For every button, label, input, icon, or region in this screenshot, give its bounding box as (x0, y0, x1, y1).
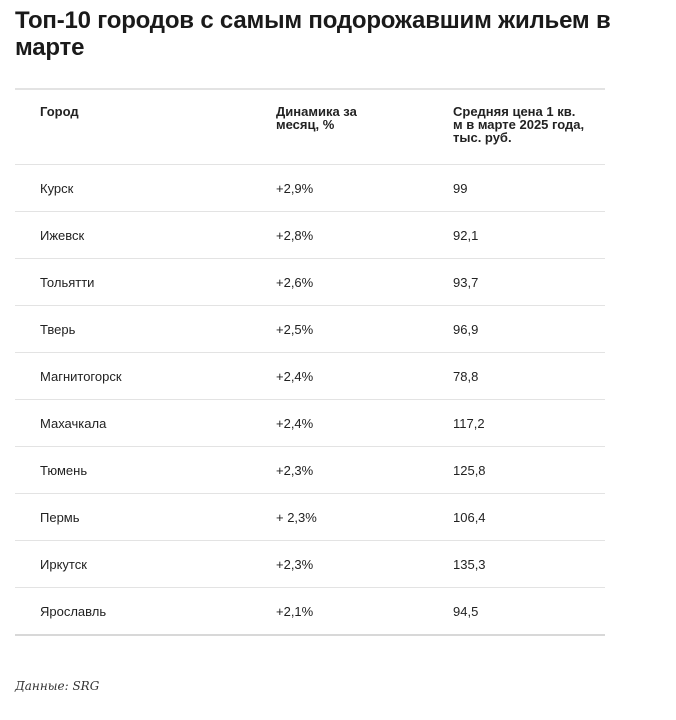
cell-city: Курск (40, 181, 74, 196)
table-row: Ижевск +2,8% 92,1 (15, 212, 605, 259)
table-row: Тверь +2,5% 96,9 (15, 306, 605, 353)
cell-city: Иркутск (40, 557, 87, 572)
data-table: Город Динамика за месяц, % Средняя цена … (15, 88, 605, 636)
cell-change: +2,4% (276, 416, 314, 431)
table-row: Пермь + 2,3% 106,4 (15, 494, 605, 541)
table-row: Магнитогорск +2,4% 78,8 (15, 353, 605, 400)
cell-price: 93,7 (453, 275, 479, 290)
cell-change: + 2,3% (276, 510, 317, 525)
cell-change: +2,4% (276, 369, 314, 384)
cell-change: +2,8% (276, 228, 314, 243)
cell-city: Тверь (40, 322, 76, 337)
table-row: Иркутск +2,3% 135,3 (15, 541, 605, 588)
cell-price: 92,1 (453, 228, 479, 243)
cell-city: Тюмень (40, 463, 88, 478)
source-note: Данные: SRG (15, 679, 100, 693)
cell-price: 135,3 (453, 557, 486, 572)
table-header-row: Город Динамика за месяц, % Средняя цена … (15, 90, 605, 165)
cell-city: Пермь (40, 510, 80, 525)
cell-price: 96,9 (453, 322, 479, 337)
cell-city: Магнитогорск (40, 369, 122, 384)
cell-change: +2,1% (276, 604, 314, 619)
cell-city: Махачкала (40, 416, 107, 431)
cell-price: 106,4 (453, 510, 486, 525)
cell-city: Ярославль (40, 604, 107, 619)
header-price: Средняя цена 1 кв. м в марте 2025 года, … (453, 104, 585, 145)
cell-city: Тольятти (40, 275, 95, 290)
header-change: Динамика за месяц, % (276, 104, 357, 132)
cell-city: Ижевск (40, 228, 85, 243)
cell-change: +2,5% (276, 322, 314, 337)
cell-price: 125,8 (453, 463, 486, 478)
cell-change: +2,3% (276, 557, 314, 572)
cell-price: 78,8 (453, 369, 479, 384)
header-city: Город (40, 104, 79, 119)
table-row: Тюмень +2,3% 125,8 (15, 447, 605, 494)
cell-price: 94,5 (453, 604, 479, 619)
cell-price: 99 (453, 181, 468, 196)
table-row: Курск +2,9% 99 (15, 165, 605, 212)
table-row: Махачкала +2,4% 117,2 (15, 400, 605, 447)
table-row: Тольятти +2,6% 93,7 (15, 259, 605, 306)
cell-change: +2,6% (276, 275, 314, 290)
table-row: Ярославль +2,1% 94,5 (15, 588, 605, 636)
cell-price: 117,2 (453, 416, 485, 431)
cell-change: +2,9% (276, 181, 314, 196)
page-title: Топ-10 городов с самым подорожавшим жиль… (15, 7, 611, 61)
cell-change: +2,3% (276, 463, 314, 478)
